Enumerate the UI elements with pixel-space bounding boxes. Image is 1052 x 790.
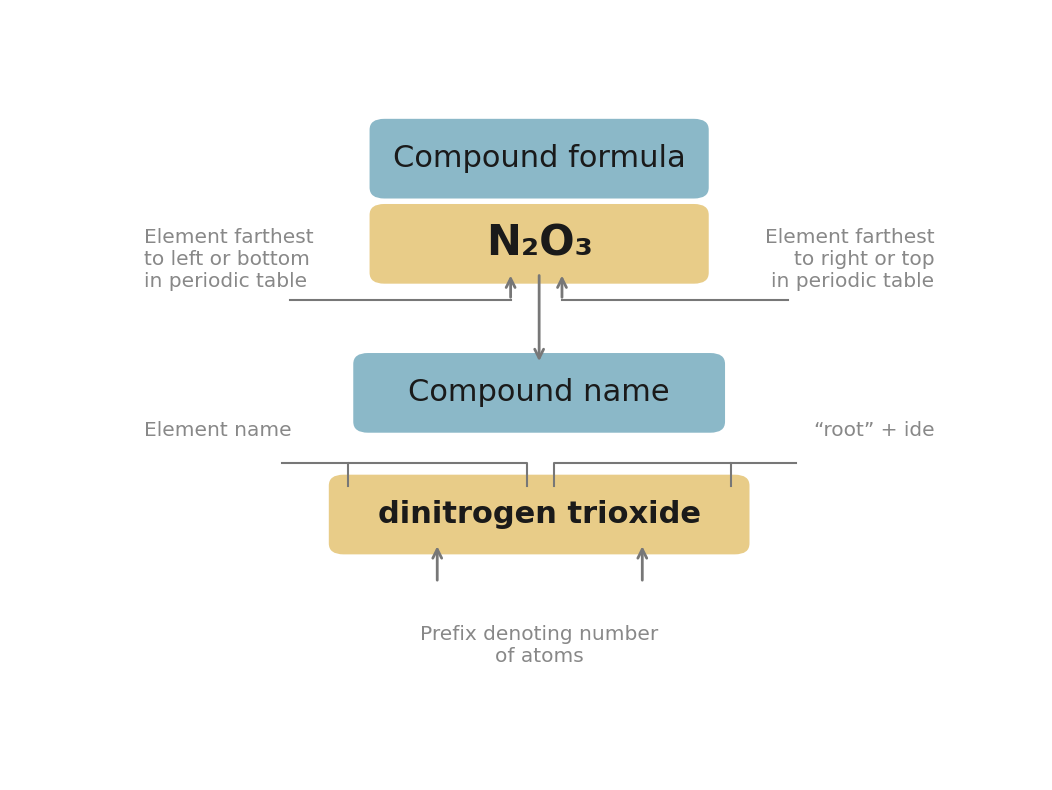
Text: Compound formula: Compound formula — [392, 144, 686, 173]
Text: Element farthest
to left or bottom
in periodic table: Element farthest to left or bottom in pe… — [144, 228, 313, 291]
Text: N₂O₃: N₂O₃ — [486, 223, 592, 265]
FancyBboxPatch shape — [329, 475, 749, 555]
FancyBboxPatch shape — [353, 353, 725, 433]
Text: Prefix denoting number
of atoms: Prefix denoting number of atoms — [420, 625, 659, 666]
Text: Compound name: Compound name — [408, 378, 670, 408]
FancyBboxPatch shape — [369, 204, 709, 284]
Text: “root” + ide: “root” + ide — [814, 421, 934, 440]
Text: Element name: Element name — [144, 421, 291, 440]
Text: dinitrogen trioxide: dinitrogen trioxide — [378, 500, 701, 529]
Text: Element farthest
to right or top
in periodic table: Element farthest to right or top in peri… — [765, 228, 934, 291]
FancyBboxPatch shape — [369, 118, 709, 198]
